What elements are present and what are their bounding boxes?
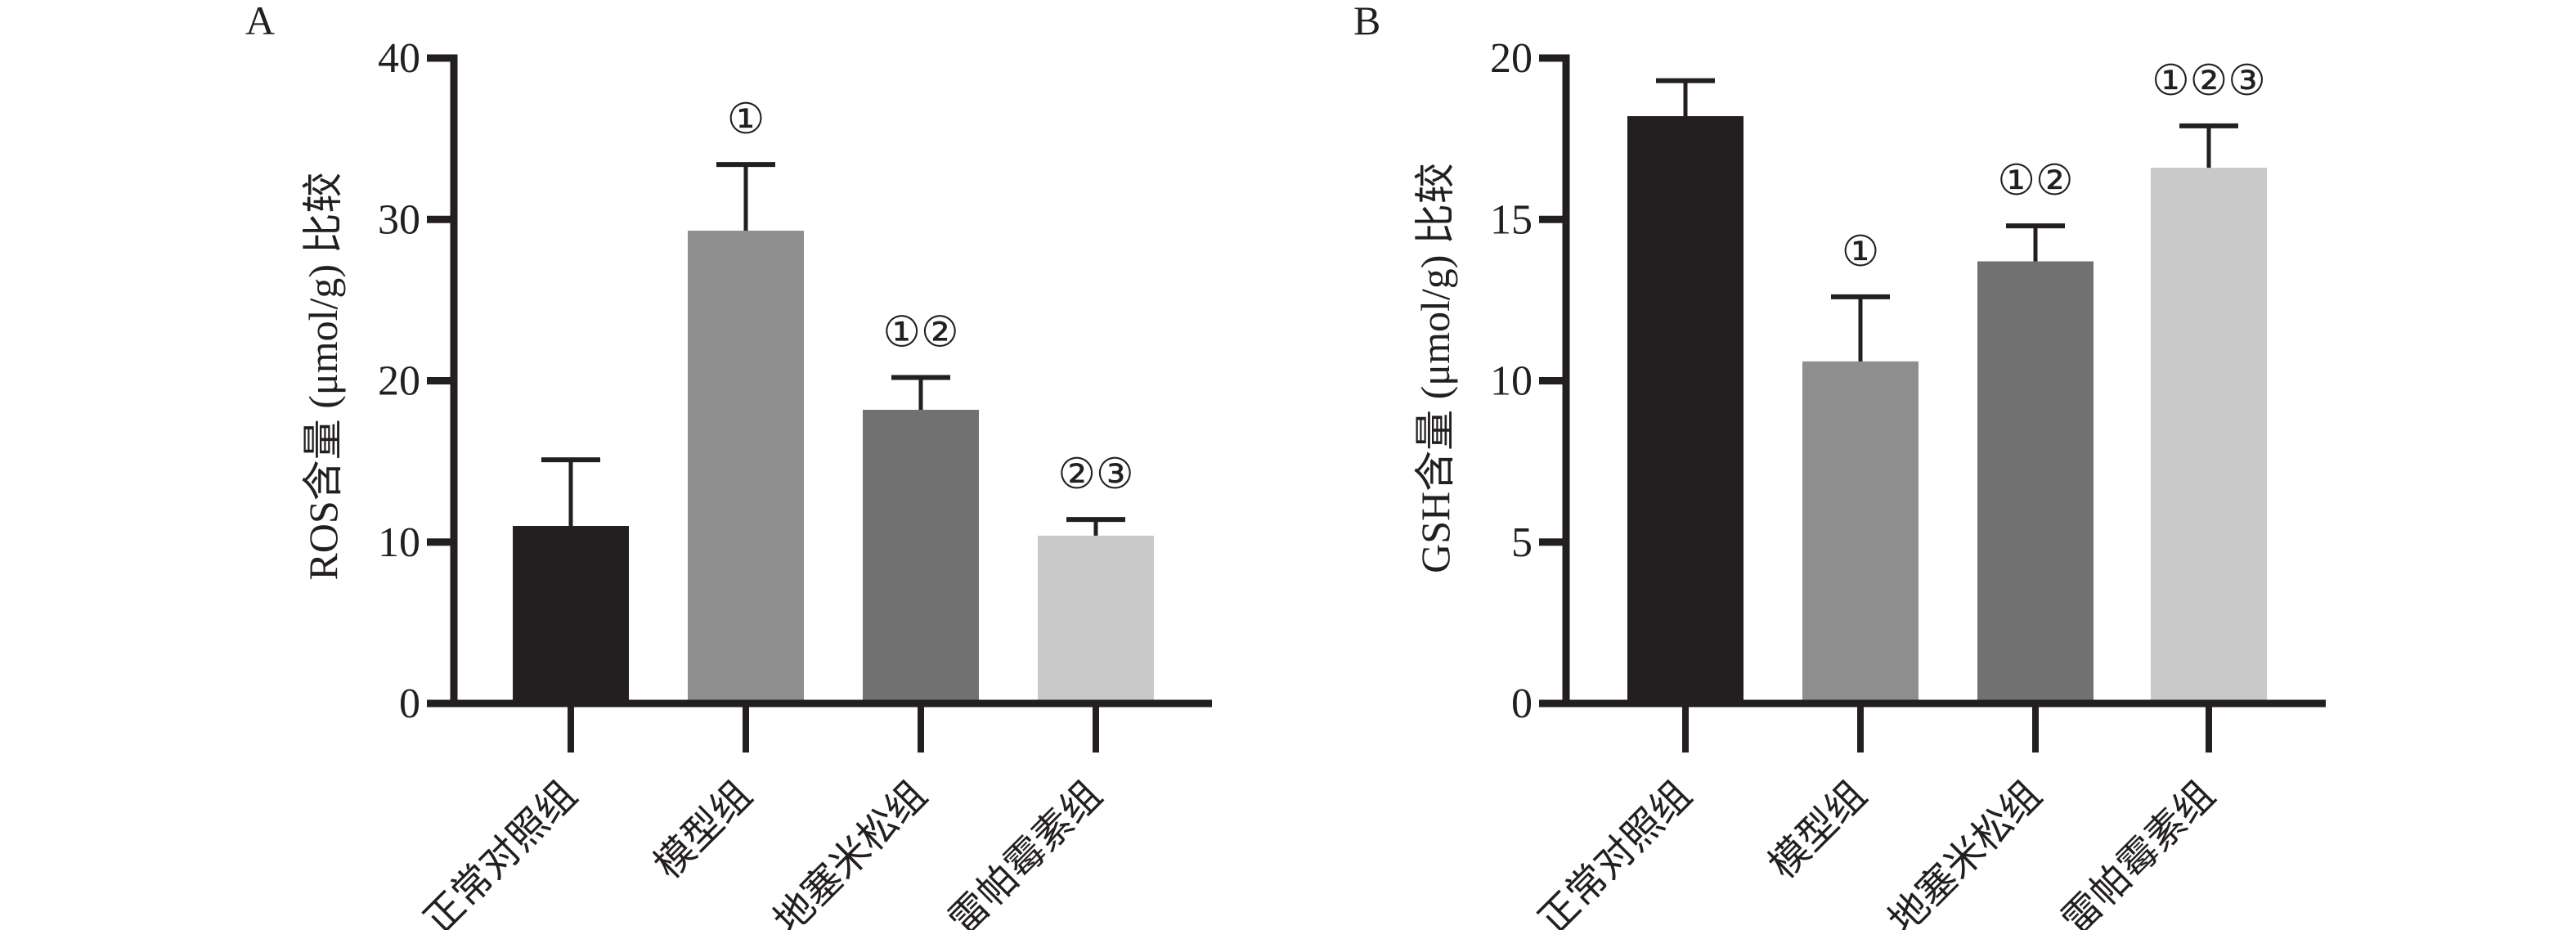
significance-annotations: ① ①② ②③ xyxy=(727,97,1134,498)
y-ticks: 0 5 10 15 20 xyxy=(1490,35,1566,727)
error-bars xyxy=(1656,78,2238,362)
y-axis-label: GSH含量 (μmol/g) 比较 xyxy=(1412,163,1458,573)
error-bars xyxy=(541,162,1125,536)
y-tick-label: 15 xyxy=(1490,196,1533,243)
bar xyxy=(2151,168,2267,703)
bar xyxy=(688,231,804,703)
x-tick-label: 地塞米松组 xyxy=(766,773,936,930)
y-tick-label: 20 xyxy=(378,358,420,405)
chart-panel-a: A ROS含量 (μmol/g) 比较 0 10 20 30 40 ① ①② ②③ 正常对照… xyxy=(245,0,1212,930)
y-tick-label: 10 xyxy=(1490,358,1533,405)
x-tick-label: 正常对照组 xyxy=(416,773,586,930)
x-tick-label: 雷帕霉素组 xyxy=(2054,773,2224,930)
y-ticks: 0 10 20 30 40 xyxy=(378,35,454,727)
axes xyxy=(1539,54,2326,753)
y-tick-label: 30 xyxy=(378,196,420,243)
bar xyxy=(1977,261,2094,703)
significance-annotations: ① ①② ①②③ xyxy=(1842,58,2266,276)
panel-label: B xyxy=(1353,0,1380,43)
bar xyxy=(863,410,979,703)
y-tick-label: 20 xyxy=(1490,35,1533,82)
significance-label: ①② xyxy=(1997,158,2073,204)
y-tick-label: 5 xyxy=(1511,519,1533,566)
panel-label: A xyxy=(245,0,275,43)
chart-panel-b: B GSH含量 (μmol/g) 比较 0 5 10 15 20 ① ①② ①②③ 正常对照… xyxy=(1353,0,2326,930)
y-axis-label: ROS含量 (μmol/g) 比较 xyxy=(300,172,346,580)
bar xyxy=(513,526,629,703)
bar xyxy=(1802,361,1919,703)
y-tick-label: 40 xyxy=(378,35,420,82)
axes xyxy=(427,54,1212,753)
x-tick-labels: 正常对照组 模型组 地塞米松组 雷帕霉素组 xyxy=(416,773,1111,930)
significance-label: ① xyxy=(727,97,765,143)
bar xyxy=(1627,116,1744,703)
y-tick-label: 0 xyxy=(1511,681,1533,727)
significance-label: ① xyxy=(1842,229,1880,276)
x-tick-label: 模型组 xyxy=(646,773,760,887)
bars xyxy=(1627,116,2267,703)
significance-label: ①② xyxy=(882,310,958,357)
x-tick-labels: 正常对照组 模型组 地塞米松组 雷帕霉素组 xyxy=(1531,773,2224,930)
y-tick-label: 0 xyxy=(399,681,420,727)
significance-label: ①②③ xyxy=(2152,58,2266,105)
x-tick-label: 雷帕霉素组 xyxy=(941,773,1111,930)
x-tick-label: 正常对照组 xyxy=(1531,773,1700,930)
significance-label: ②③ xyxy=(1057,452,1133,498)
y-tick-label: 10 xyxy=(378,519,420,566)
bar xyxy=(1038,535,1154,703)
x-tick-label: 模型组 xyxy=(1761,773,1874,887)
x-tick-label: 地塞米松组 xyxy=(1881,773,2050,930)
bars xyxy=(513,231,1154,703)
